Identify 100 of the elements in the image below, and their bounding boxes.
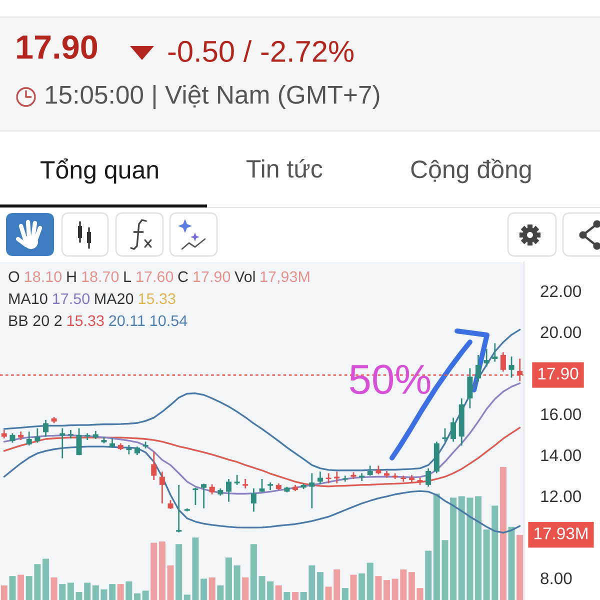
bar — [292, 592, 299, 600]
candlestick — [476, 354, 481, 382]
candlestick — [484, 348, 490, 368]
bar — [375, 576, 382, 600]
annotation: L — [124, 271, 131, 282]
candlestick — [309, 472, 315, 510]
annotation: 50% — [350, 364, 430, 394]
text: Tin tức — [246, 159, 322, 178]
bar — [475, 496, 482, 600]
candlestick — [126, 444, 132, 456]
candlestick — [226, 478, 232, 502]
annotation: MA10 — [9, 293, 48, 304]
bar — [242, 577, 249, 600]
bar — [425, 550, 432, 600]
bar — [450, 498, 457, 600]
candlestick — [192, 487, 198, 506]
candlestick — [500, 352, 506, 372]
bar — [0, 585, 8, 600]
bar — [316, 572, 324, 600]
annotation: BB 20 2 — [9, 315, 62, 326]
bar — [167, 565, 174, 600]
y-tick-label: 14.00 — [541, 449, 582, 462]
candlestick — [26, 430, 32, 446]
candlestick — [442, 428, 448, 442]
bar — [67, 582, 74, 600]
text: 17.90 — [17, 35, 98, 59]
bar — [126, 581, 132, 600]
bar — [342, 588, 348, 600]
candlestick — [201, 483, 207, 510]
bar — [117, 584, 124, 600]
bar — [18, 574, 24, 600]
text: 17.93M — [534, 528, 588, 540]
bar — [59, 584, 66, 600]
annotation: 17,93M — [260, 271, 310, 284]
y-tick-label: 12.00 — [541, 490, 582, 502]
candlestick — [242, 478, 248, 490]
annotation: 15.33 — [138, 293, 176, 304]
candlestick — [367, 464, 373, 476]
candlestick — [76, 428, 82, 456]
bar — [142, 590, 149, 600]
y-tick-label: 20.00 — [540, 326, 582, 338]
bar — [500, 467, 506, 600]
line-series — [3, 426, 521, 488]
candlestick — [234, 474, 240, 486]
bar — [408, 572, 415, 600]
bar — [225, 557, 232, 600]
candlestick — [176, 484, 182, 534]
y-tick-label: 16.00 — [541, 408, 582, 420]
annotation: C — [178, 271, 188, 282]
candlestick — [508, 356, 514, 378]
bar — [250, 544, 257, 600]
bar — [158, 541, 166, 600]
annotation: Vol — [234, 270, 255, 282]
bar — [516, 534, 524, 600]
y-tick-label: 8.00 — [540, 572, 572, 584]
bar — [358, 573, 366, 600]
ref-line-label: 17.90 — [538, 368, 578, 380]
bar — [109, 584, 116, 600]
bar — [284, 592, 290, 600]
bar — [416, 588, 424, 600]
bar — [134, 593, 140, 600]
candlestick — [426, 468, 432, 488]
candlestick — [10, 432, 16, 444]
annotation: O — [8, 271, 20, 282]
annotation: 18.70 — [82, 271, 119, 282]
bar — [508, 526, 515, 600]
candlestick — [151, 451, 157, 481]
annotation: 20.11 — [109, 315, 145, 326]
bar — [366, 562, 374, 600]
text: -0.50 / -2.72% — [168, 40, 354, 62]
text: Tổng quan — [40, 158, 158, 184]
annotation: 10.54 — [150, 315, 188, 326]
candlestick — [209, 484, 215, 496]
bar — [9, 576, 16, 600]
annotation: 17.90 — [194, 271, 230, 282]
bar — [176, 544, 182, 600]
candlestick — [159, 470, 165, 504]
candlestick — [492, 342, 498, 362]
candlestick — [34, 428, 40, 444]
annotation: 17.50 — [53, 293, 90, 304]
text: Cộng đồng — [411, 158, 531, 184]
bar — [208, 577, 216, 600]
bar — [42, 558, 49, 600]
candlestick — [467, 368, 473, 409]
candlestick — [450, 416, 456, 442]
text: 15:05:00 | Việt Nam (GMT+7) — [46, 84, 380, 110]
bar — [258, 576, 266, 600]
bar — [150, 542, 158, 600]
annotation: H — [67, 271, 76, 282]
annotation: 15.33 — [67, 315, 104, 326]
annotation: MA20 — [95, 293, 134, 304]
bar — [384, 580, 390, 600]
candlestick — [334, 470, 340, 484]
bar — [217, 585, 224, 600]
bar — [50, 577, 58, 600]
y-tick-label: 22.00 — [540, 285, 582, 298]
candlestick — [317, 470, 323, 486]
bar — [350, 574, 357, 600]
candlestick — [250, 488, 256, 512]
bar — [234, 565, 240, 600]
